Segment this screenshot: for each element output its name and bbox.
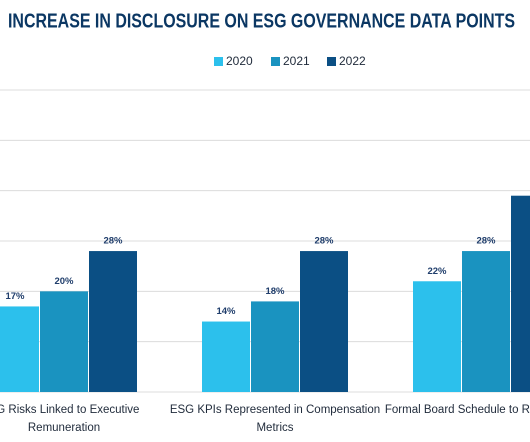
bar — [413, 281, 461, 392]
bar — [0, 306, 39, 392]
legend-label: 2021 — [283, 54, 310, 68]
category-label: SG Risks Linked to Executive — [0, 404, 139, 416]
value-label: 28% — [314, 236, 334, 247]
value-label: 18% — [265, 286, 285, 297]
value-label: 28% — [476, 236, 496, 247]
bar — [89, 251, 137, 392]
category-label: ESG KPIs Represented in Compensation — [170, 404, 380, 416]
chart-title: INCREASE IN DISCLOSURE ON ESG GOVERNANCE… — [8, 10, 515, 32]
legend-label: 2022 — [339, 54, 366, 68]
value-label: 17% — [5, 291, 25, 302]
value-label: 20% — [54, 276, 74, 287]
legend-label: 2020 — [226, 54, 253, 68]
bar — [511, 195, 530, 392]
bar — [462, 251, 510, 392]
value-label: 22% — [427, 266, 447, 277]
bar — [300, 251, 348, 392]
category-label: Remuneration — [28, 422, 100, 434]
bar — [40, 291, 88, 392]
bar — [251, 301, 299, 392]
legend-swatch — [327, 57, 336, 66]
value-label: 14% — [216, 306, 236, 317]
category-label: Formal Board Schedule to R — [385, 404, 530, 416]
bar — [202, 321, 250, 392]
legend-swatch — [271, 57, 280, 66]
value-label: 28% — [103, 236, 123, 247]
legend-swatch — [214, 57, 223, 66]
category-label: Metrics — [256, 422, 293, 434]
